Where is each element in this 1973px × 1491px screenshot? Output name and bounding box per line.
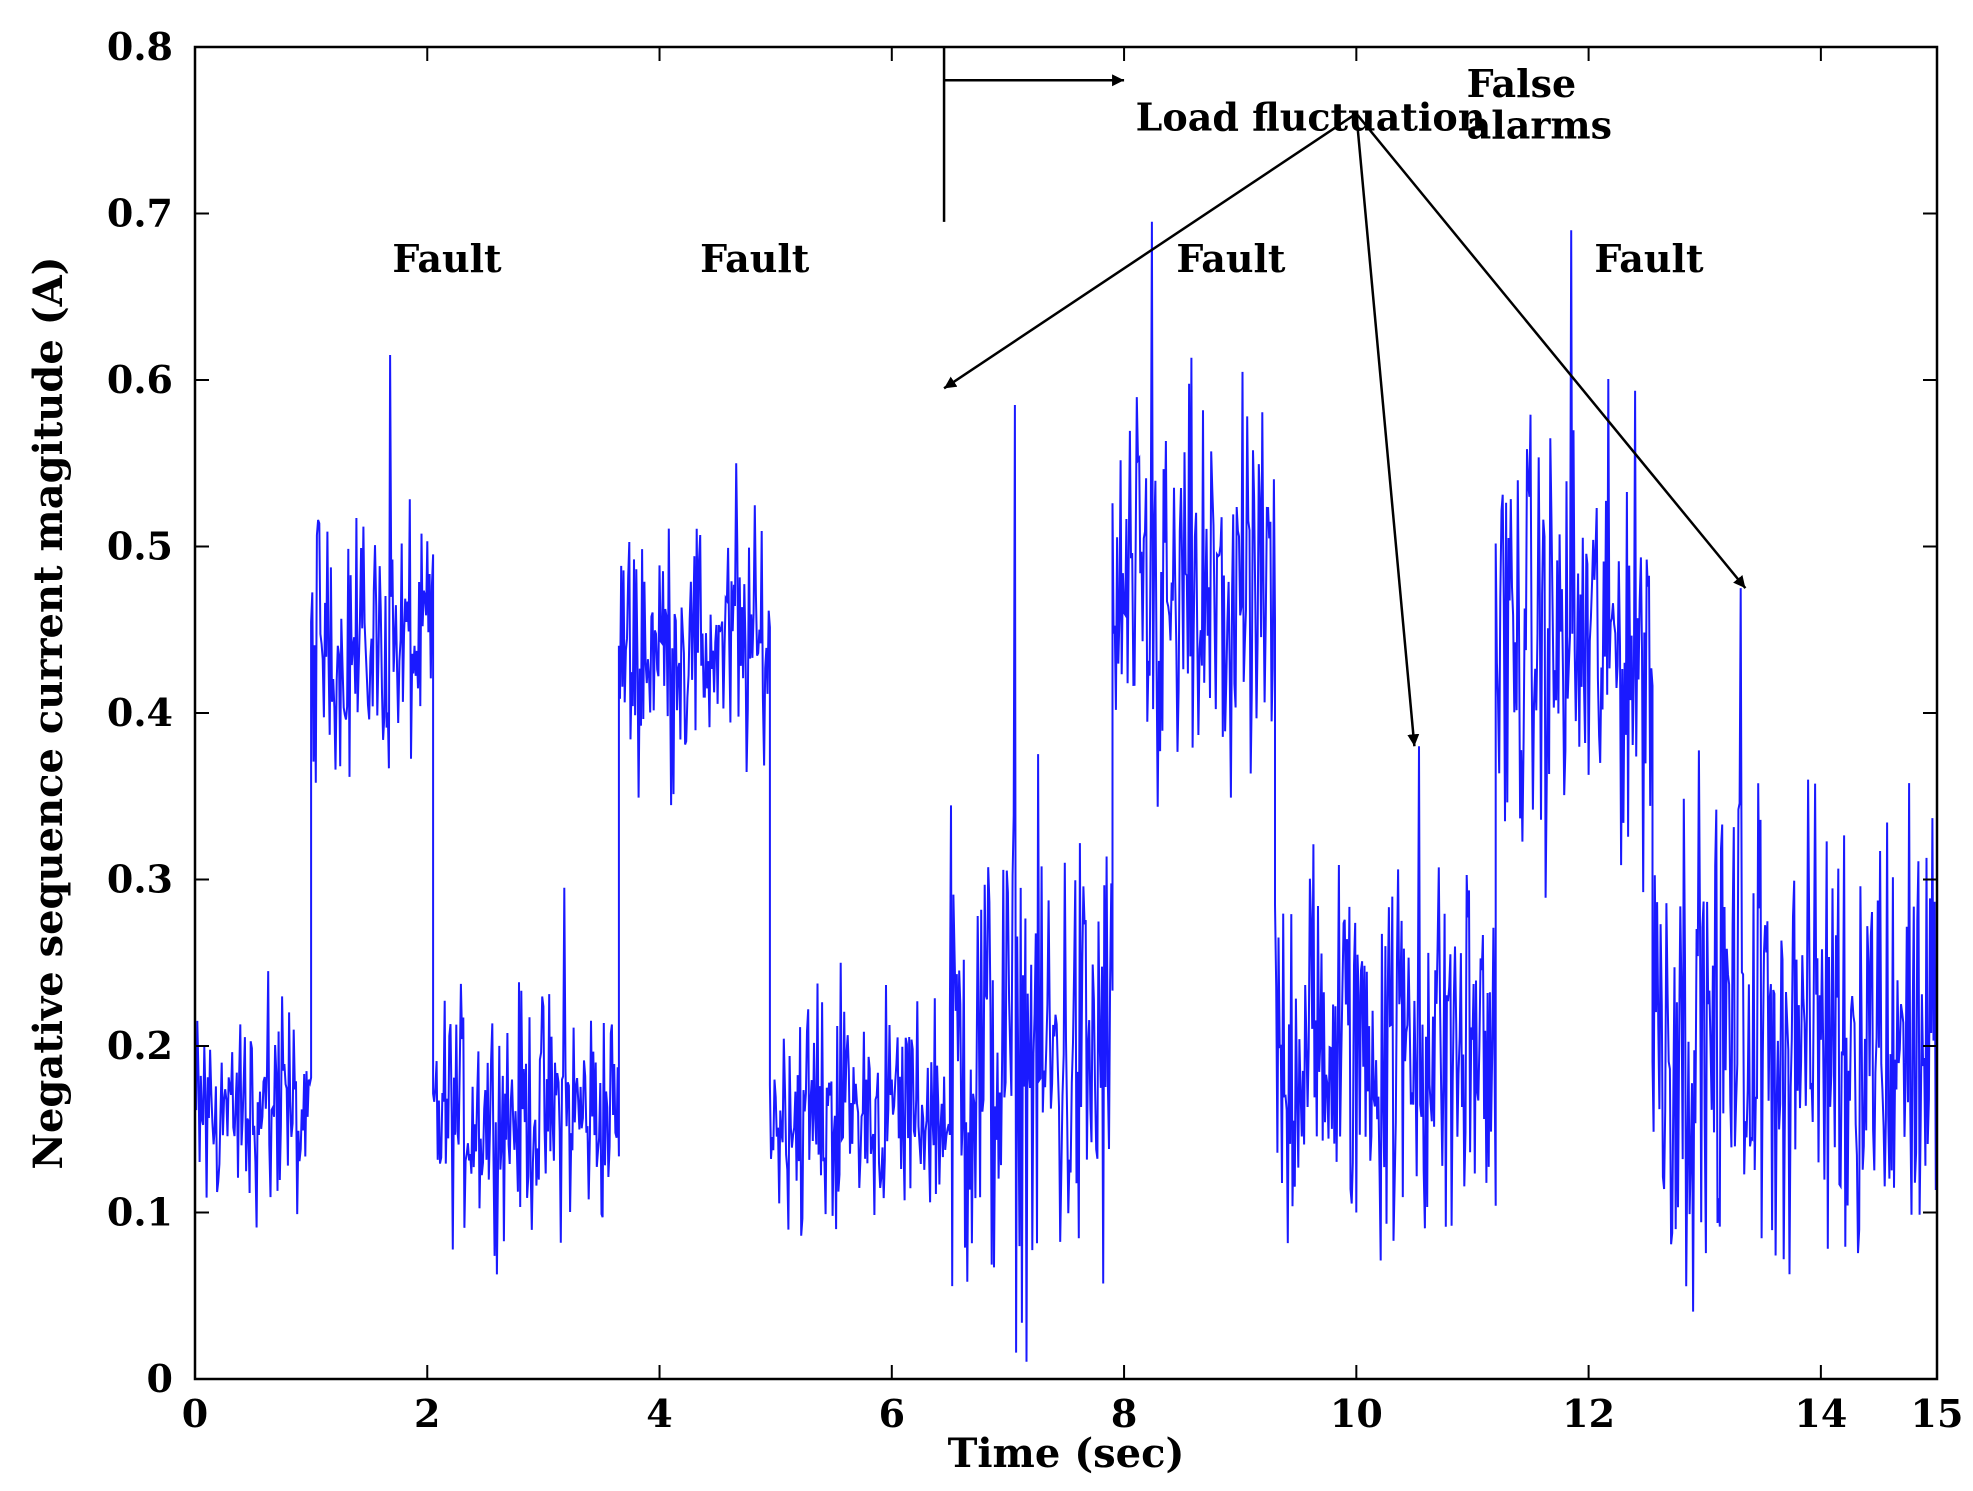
x-tick-label: 6 bbox=[879, 1391, 905, 1436]
series-line bbox=[195, 222, 1937, 1362]
x-tick-label: 0 bbox=[182, 1391, 208, 1436]
x-axis-title: Time (sec) bbox=[948, 1430, 1185, 1477]
y-tick-label: 0.3 bbox=[107, 857, 173, 902]
annotation-text: False bbox=[1467, 61, 1577, 106]
series-layer bbox=[195, 222, 1937, 1362]
x-tick-label: 12 bbox=[1562, 1391, 1615, 1436]
y-tick-label: 0.4 bbox=[107, 690, 173, 735]
y-tick-label: 0.6 bbox=[107, 357, 173, 402]
y-tick-label: 0.8 bbox=[107, 24, 173, 69]
y-tick-label: 0.5 bbox=[107, 524, 173, 569]
annotation-text: Fault bbox=[700, 236, 810, 281]
annotation-text: Fault bbox=[392, 236, 502, 281]
y-tick-label: 0.7 bbox=[107, 191, 173, 236]
x-tick-label: 2 bbox=[414, 1391, 440, 1436]
y-tick-label: 0.2 bbox=[107, 1023, 173, 1068]
x-tick-label: 14 bbox=[1794, 1391, 1847, 1436]
x-tick-label: 15 bbox=[1911, 1391, 1964, 1436]
x-tick-label: 4 bbox=[646, 1391, 672, 1436]
annotation-text: Fault bbox=[1594, 236, 1704, 281]
x-tick-label: 10 bbox=[1330, 1391, 1383, 1436]
false-alarm-arrow bbox=[1356, 114, 1414, 747]
annotation-text: Fault bbox=[1176, 236, 1286, 281]
y-axis-title: Negative sequence current magitude (A) bbox=[25, 256, 72, 1169]
y-tick-label: 0.1 bbox=[107, 1190, 173, 1235]
annotation-text: alarms bbox=[1467, 103, 1612, 148]
annotation-text: Load fluctuation bbox=[1136, 94, 1486, 139]
y-tick-label: 0 bbox=[147, 1356, 173, 1401]
false-alarm-arrow bbox=[944, 114, 1356, 389]
